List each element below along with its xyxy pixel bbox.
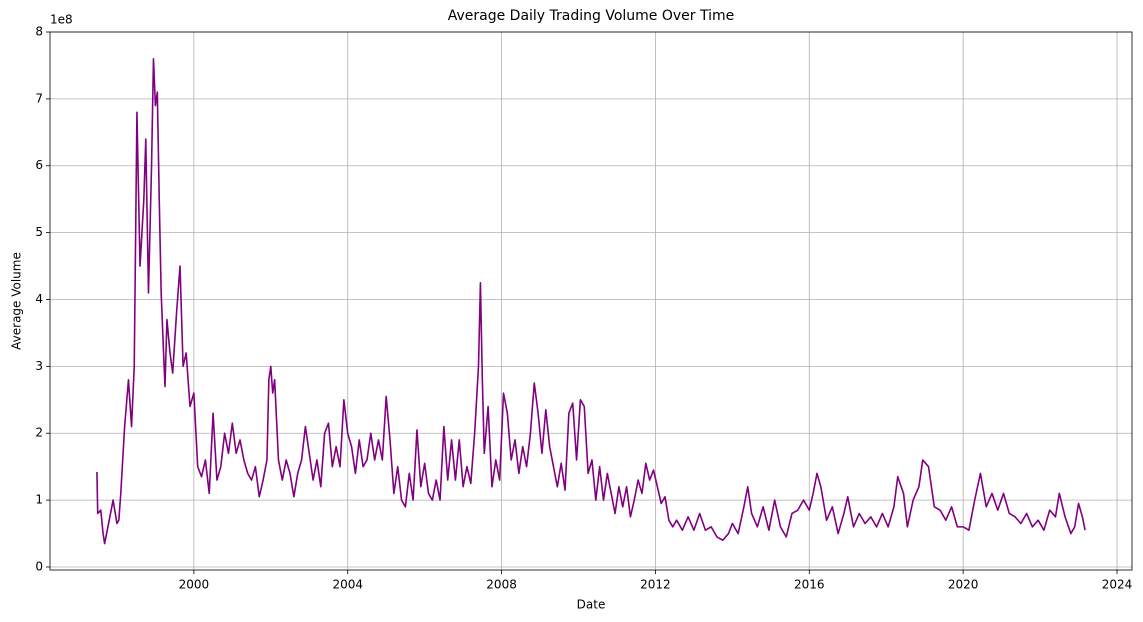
y-tick-label: 4 [35, 292, 43, 306]
y-offset-label: 1e8 [50, 13, 73, 27]
y-tick-label: 0 [35, 559, 43, 573]
data-line [96, 57, 1086, 545]
x-tick-label: 2016 [794, 578, 825, 592]
x-tick-label: 2004 [332, 578, 363, 592]
plot-frame [49, 31, 1133, 571]
y-tick-label: 5 [35, 225, 43, 239]
x-tick-label: 2024 [1102, 578, 1133, 592]
x-tick-label: 2008 [486, 578, 517, 592]
y-tick-label: 1 [35, 493, 43, 507]
x-tick-label: 2012 [640, 578, 671, 592]
y-tick-label: 8 [35, 25, 43, 39]
x-axis-label: Date [577, 598, 606, 612]
y-tick-label: 3 [35, 359, 43, 373]
y-tick-label: 7 [35, 91, 43, 105]
y-tick-label: 2 [35, 426, 43, 440]
x-tick-label: 2020 [948, 578, 979, 592]
y-tick-label: 6 [35, 158, 43, 172]
y-axis-label: Average Volume [10, 252, 24, 350]
chart-title: Average Daily Trading Volume Over Time [448, 8, 735, 24]
x-tick-label: 2000 [179, 578, 210, 592]
